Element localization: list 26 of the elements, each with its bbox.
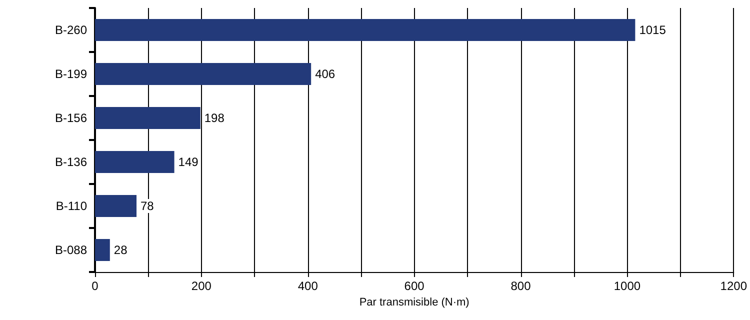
bar (95, 19, 636, 41)
bar (95, 63, 312, 85)
y-tick-label: B-260 (54, 23, 88, 37)
x-tick-label: 1200 (720, 279, 748, 293)
data-label: 149 (178, 155, 199, 169)
y-tick-label: B-199 (54, 67, 88, 81)
bar (95, 107, 200, 129)
y-tick-label: B-088 (54, 243, 88, 257)
y-tick-label: B-156 (54, 111, 88, 125)
bar (95, 195, 137, 217)
bar (95, 239, 110, 261)
data-label: 78 (140, 199, 154, 213)
x-tick-label: 0 (92, 279, 99, 293)
y-tick-label: B-110 (56, 199, 88, 213)
data-label: 28 (114, 243, 128, 257)
data-label: 198 (204, 111, 225, 125)
y-tick-label: B-136 (54, 155, 88, 169)
data-label: 1015 (639, 23, 666, 37)
data-label: 406 (315, 67, 336, 81)
x-tick-label: 800 (510, 279, 532, 293)
x-tick-label: 200 (191, 279, 212, 293)
x-axis-title: Par transmisible (N·m) (359, 296, 470, 308)
x-tick-label: 1000 (614, 279, 641, 293)
bar (95, 151, 174, 173)
x-tick-label: 400 (298, 279, 318, 293)
x-tick-label: 600 (404, 279, 425, 293)
